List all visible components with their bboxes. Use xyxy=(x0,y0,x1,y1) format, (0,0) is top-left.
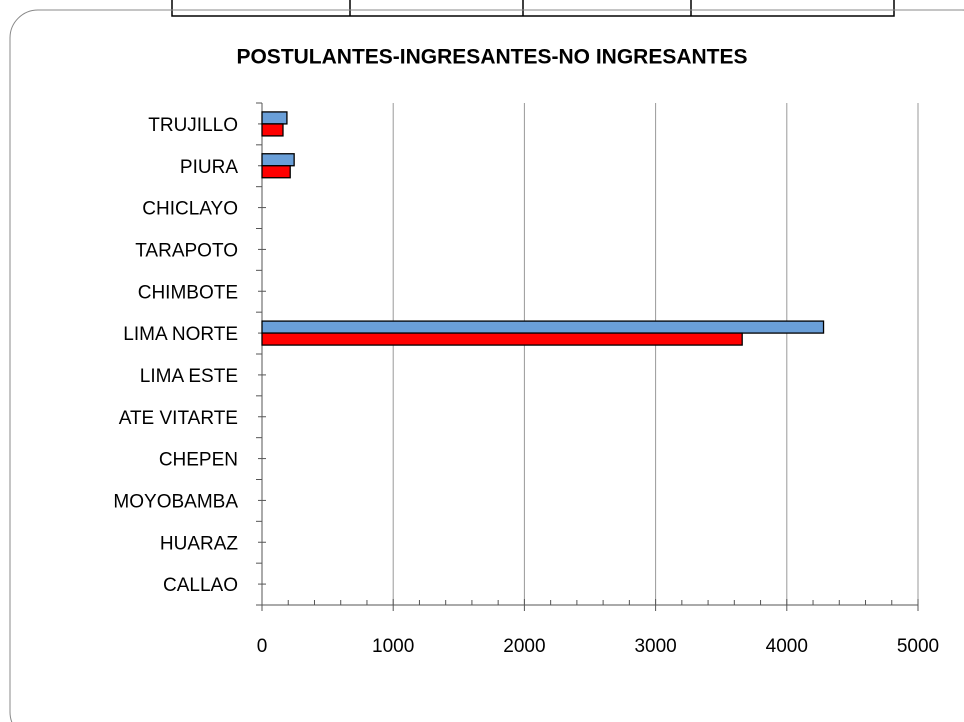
x-tick-label: 3000 xyxy=(634,636,676,657)
bar xyxy=(261,111,288,125)
x-tick-label: 4000 xyxy=(766,636,808,657)
y-tick-label: CHICLAYO xyxy=(142,199,238,220)
y-tick-label: LIMA ESTE xyxy=(140,366,238,387)
bar xyxy=(261,320,825,334)
y-tick-label: MOYOBAMBA xyxy=(113,491,238,512)
y-tick-label: CALLAO xyxy=(163,575,238,596)
chart-frame xyxy=(9,9,964,722)
y-tick-label: HUARAZ xyxy=(160,533,239,554)
bar xyxy=(261,165,291,179)
y-tick-label: PIURA xyxy=(180,157,238,178)
bar xyxy=(261,153,295,167)
y-tick-label: TRUJILLO xyxy=(148,115,238,136)
y-tick-label: CHEPEN xyxy=(159,450,238,471)
chart-title: POSTULANTES-INGRESANTES-NO INGRESANTES xyxy=(236,46,747,69)
x-tick-label: 5000 xyxy=(897,636,939,657)
y-tick-label: ATE VITARTE xyxy=(119,408,238,429)
x-tick-label: 1000 xyxy=(372,636,414,657)
table-fragment xyxy=(171,0,895,17)
bar xyxy=(261,332,743,346)
x-tick-label: 2000 xyxy=(503,636,545,657)
y-tick-label: CHIMBOTE xyxy=(138,282,238,303)
x-tick-label: 0 xyxy=(257,636,268,657)
y-tick-label: TARAPOTO xyxy=(135,240,238,261)
y-tick-label: LIMA NORTE xyxy=(123,324,238,345)
bar xyxy=(261,123,284,137)
